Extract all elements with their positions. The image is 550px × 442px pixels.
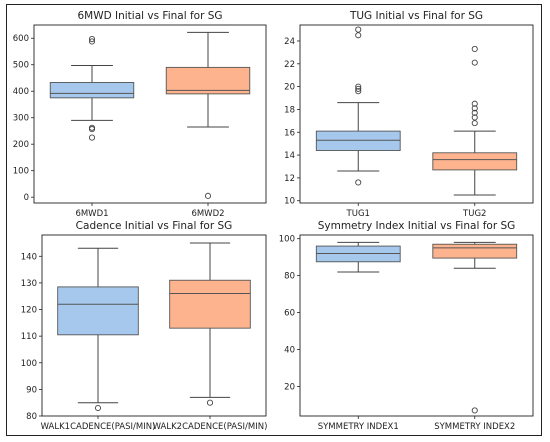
plot-area-frame xyxy=(299,234,534,417)
iqr-box xyxy=(165,66,251,95)
chart-panel-3: Cadence Initial vs Final for SG 80 90 100 11… xyxy=(21,220,268,432)
outlier-point xyxy=(355,88,362,95)
iqr-box xyxy=(432,152,518,171)
outlier-point xyxy=(355,26,362,33)
outlier-point xyxy=(471,45,478,53)
x-tick-label: TUG2 xyxy=(462,209,486,219)
iqr-box xyxy=(49,82,135,99)
x-tick-label: TUG1 xyxy=(346,209,370,219)
outlier-point xyxy=(355,179,362,186)
iqr-box xyxy=(57,286,139,336)
outlier-point xyxy=(206,399,214,406)
y-tick-label: 140 xyxy=(21,252,37,262)
outlier-point xyxy=(471,105,478,112)
y-tick-label: 16 xyxy=(284,128,295,138)
y-tick-label: 400 xyxy=(13,87,29,97)
y-tick-label: 80 xyxy=(284,272,295,282)
outlier-point xyxy=(471,114,478,121)
outlier-point xyxy=(94,404,102,412)
y-tick-label: 80 xyxy=(26,412,37,422)
x-tick-label: SYMMETRY INDEX1 xyxy=(318,422,399,432)
x-tick-label: 6MWD2 xyxy=(191,209,224,219)
y-tick-label: 20 xyxy=(284,382,295,392)
box-1 xyxy=(49,35,135,141)
y-tick-label: 110 xyxy=(21,332,37,342)
outlier-point xyxy=(88,35,96,43)
y-tick-label: 60 xyxy=(284,309,295,319)
figure-frame: 6MWD Initial vs Final for SG 0 100 200 300 40… xyxy=(6,4,542,436)
y-tick-label: 600 xyxy=(13,34,29,44)
y-tick-label: 200 xyxy=(13,140,29,150)
y-tick-label: 100 xyxy=(13,167,29,177)
iqr-box xyxy=(315,130,401,151)
y-tick-label: 18 xyxy=(284,105,295,115)
iqr-box xyxy=(169,279,251,329)
y-tick-label: 40 xyxy=(284,346,295,356)
y-tick-label: 22 xyxy=(284,60,295,70)
iqr-box xyxy=(432,243,518,259)
x-tick-label: 6MWD1 xyxy=(75,209,108,219)
plot-area-frame xyxy=(41,234,267,417)
outlier-point xyxy=(355,32,362,39)
outlier-point xyxy=(471,120,478,127)
outlier-point xyxy=(471,59,478,66)
chart-title: TUG Initial vs Final for SG xyxy=(349,10,483,22)
y-tick-label: 12 xyxy=(284,174,295,184)
y-tick-label: 500 xyxy=(13,61,29,71)
chart-panel-4: Symmetry Index Initial vs Final for SG 20… xyxy=(279,220,534,432)
outlier-point xyxy=(88,38,96,45)
chart-title: Cadence Initial vs Final for SG xyxy=(76,220,233,232)
x-tick-label: WALK2CADENCE(PASI/MIN) xyxy=(153,422,268,432)
outlier-point xyxy=(88,134,96,141)
outlier-point xyxy=(471,109,478,116)
figure-canvas: 6MWD Initial vs Final for SG 0 100 200 300 40… xyxy=(13,10,534,432)
plot-area-frame xyxy=(33,24,267,204)
chart-title: Symmetry Index Initial vs Final for SG xyxy=(318,220,516,232)
outlier-point xyxy=(355,83,362,90)
box-1 xyxy=(315,26,401,186)
chart-title: 6MWD Initial vs Final for SG xyxy=(77,10,222,22)
y-tick-label: 100 xyxy=(21,359,37,369)
x-tick-label: WALK1CADENCE(PASI/MIN) xyxy=(41,422,156,432)
y-tick-label: 14 xyxy=(284,151,295,161)
y-tick-label: 120 xyxy=(21,306,37,316)
y-tick-label: 130 xyxy=(21,279,37,289)
y-tick-label: 20 xyxy=(284,83,295,93)
y-tick-label: 24 xyxy=(284,37,295,47)
y-tick-label: 10 xyxy=(284,197,295,207)
outlier-point xyxy=(471,100,478,107)
box-1 xyxy=(57,247,139,412)
chart-panel-2: TUG Initial vs Final for SG 10 12 14 16 18 20 2… xyxy=(284,10,534,219)
y-tick-label: 0 xyxy=(24,193,29,203)
x-tick-label: SYMMETRY INDEX2 xyxy=(434,422,515,432)
plot-area-frame xyxy=(299,24,534,204)
box-2 xyxy=(432,241,518,414)
outlier-point xyxy=(471,407,478,414)
box-2 xyxy=(432,45,518,196)
y-tick-label: 100 xyxy=(279,235,295,245)
outlier-point xyxy=(204,192,212,199)
chart-panel-1: 6MWD Initial vs Final for SG 0 100 200 300 40… xyxy=(13,10,267,219)
box-1 xyxy=(315,241,401,273)
outlier-point xyxy=(88,126,96,133)
y-tick-label: 300 xyxy=(13,114,29,124)
box-2 xyxy=(165,31,251,199)
outlier-point xyxy=(355,85,362,92)
box-2 xyxy=(169,242,251,406)
y-tick-label: 90 xyxy=(26,385,37,395)
